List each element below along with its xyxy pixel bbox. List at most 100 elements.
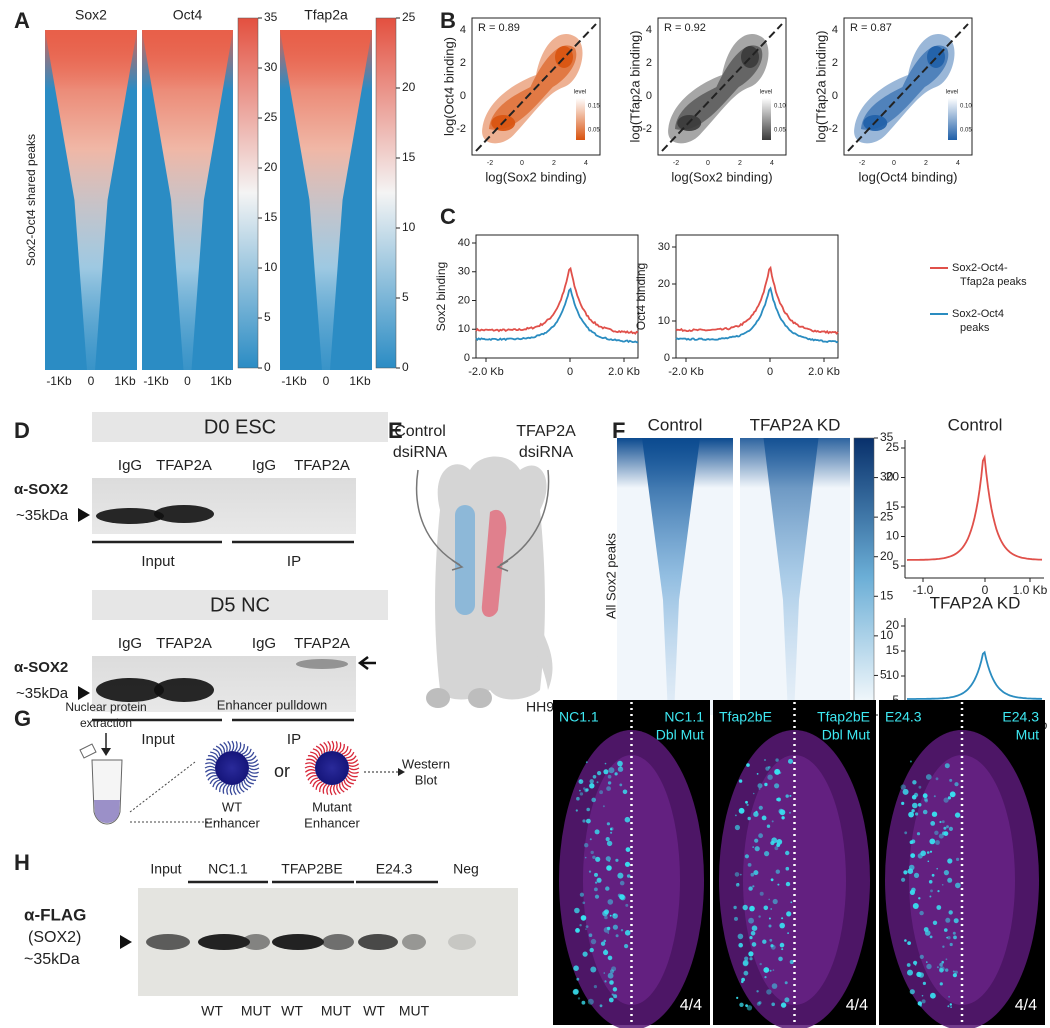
lane-label: TFAP2A [294,635,350,652]
cyan-signal [759,962,762,966]
cyan-signal [763,967,770,973]
oligo [307,755,318,761]
x-tick-label: 4 [956,160,960,167]
oligo [206,758,217,764]
title-box [92,590,388,620]
embryo [530,620,553,690]
oligo [347,755,357,762]
construct-label: Dbl Mut [656,727,704,743]
oligo [309,777,319,785]
oligo [248,763,260,767]
shape [101,748,111,756]
profile-line [906,454,1043,561]
cyan-signal [610,969,614,974]
cyan-signal [737,883,740,885]
condition-label: WT [363,1003,385,1019]
cyan-signal [907,941,911,945]
cyan-signal [941,884,944,886]
cyan-signal [761,815,767,821]
x-tick-label: 0 [767,366,773,378]
cyan-signal [587,998,594,1005]
cyan-signal [926,851,930,854]
cyan-signal [931,873,935,877]
panel-label: G [14,706,31,731]
cyan-signal [909,760,912,763]
cyan-signal [930,821,936,826]
cyan-signal [586,807,590,812]
cyan-signal [919,954,924,960]
band [448,934,476,950]
cyan-signal [738,779,743,783]
band [96,508,164,524]
cyan-signal [764,782,768,787]
tube-content [94,800,120,823]
oligo [215,781,223,790]
condition-label: dsiRNA [393,444,448,461]
oligo [236,742,242,753]
condition-label: MUT [399,1003,430,1019]
oligo [345,777,354,785]
blot [92,478,356,534]
cyan-signal [574,907,580,914]
cyan-signal [589,783,595,789]
cyan-signal [597,771,602,776]
oligo [212,748,221,757]
oligo [312,779,321,788]
oligo [336,783,341,795]
oligo [347,772,358,778]
cyan-signal [582,819,586,823]
cyan-signal [772,969,775,971]
cyan-signal [575,809,578,812]
cyan-signal [947,877,953,883]
row-label: Sox2-Oct4 shared peaks [24,134,38,266]
cyan-signal [939,966,945,972]
cyan-signal [610,831,613,834]
cyan-signal [610,828,613,831]
oligo [326,784,330,795]
condition-label: Enhancer [304,815,360,830]
cyan-signal [912,802,918,809]
column-title: Control [648,415,703,434]
y-tick-label: 0 [664,352,670,364]
colorbar-label: 35 [264,10,278,24]
cyan-signal [624,816,631,823]
cyan-signal [785,850,790,856]
identity-line [847,23,969,152]
cyan-signal [625,903,629,907]
cyan-signal [624,930,631,936]
cyan-signal [612,924,619,930]
legend-label: 0.05 [774,128,786,134]
x-axis-label: log(Oct4 binding) [859,169,958,184]
cyan-signal [614,772,618,776]
tissue [909,755,1015,1005]
y-tick-label: 2 [460,57,466,69]
cyan-signal [779,922,785,929]
cyan-signal [933,795,936,798]
cyan-signal [769,969,772,972]
cyan-signal [929,838,936,845]
cyan-signal [930,889,933,893]
cyan-signal [615,858,619,862]
heatmap-signal [45,30,137,370]
cyan-signal [582,951,588,957]
oligo [241,746,249,755]
cyan-signal [735,814,737,817]
size-marker: ~35kDa [16,685,69,702]
cyan-signal [593,985,598,989]
lane-label: TFAP2BE [281,861,342,877]
cyan-signal [770,840,775,846]
legend-title: level [760,90,772,96]
cyan-signal [908,811,914,818]
identity-line [475,23,597,152]
legend-bar [948,98,957,140]
cyan-signal [765,766,770,771]
oligo [312,748,321,757]
plot-frame [843,17,973,156]
oligo [204,769,216,773]
cyan-signal [750,872,755,877]
column-title: Oct4 [173,7,203,23]
legend-title: level [574,90,586,96]
cyan-signal [784,997,790,1003]
cyan-signal [927,860,930,863]
